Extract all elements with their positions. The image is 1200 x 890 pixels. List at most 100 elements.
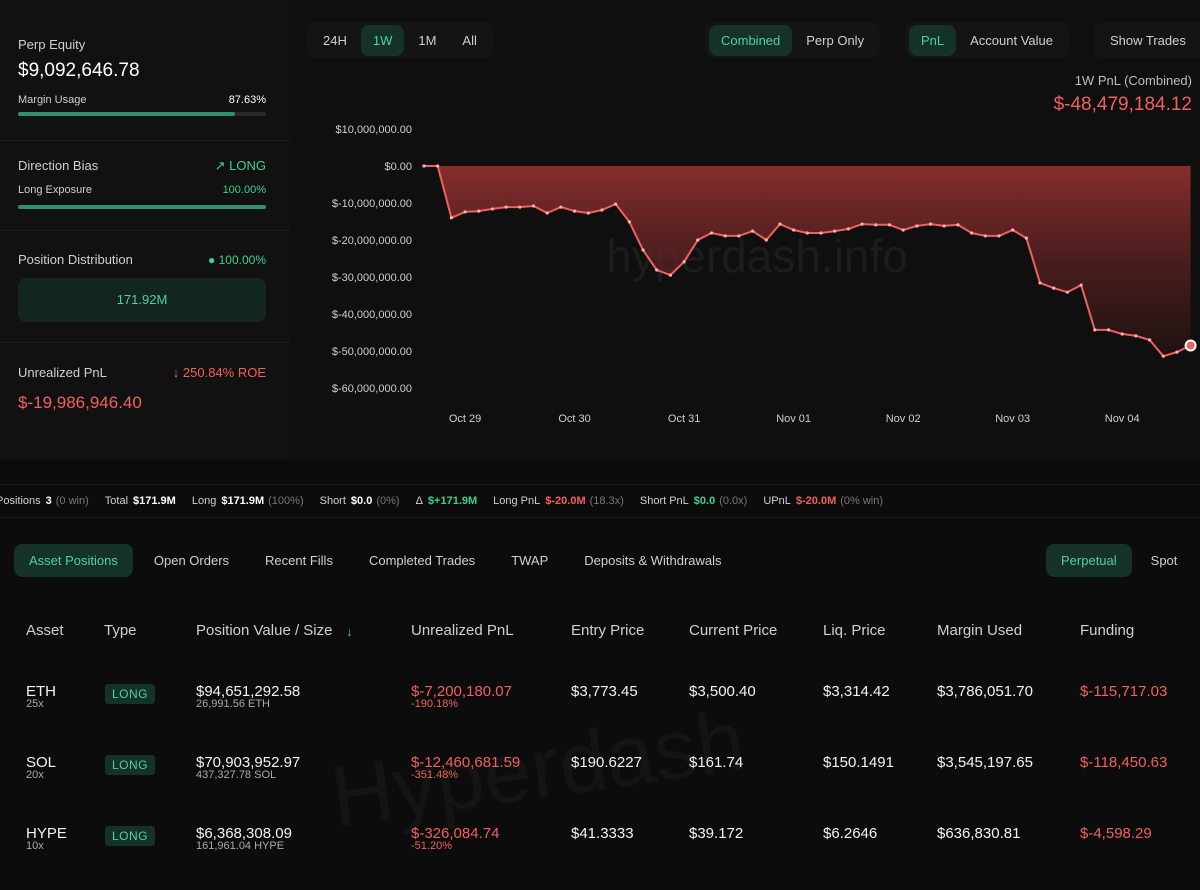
pnl-point	[531, 204, 536, 208]
summary-item: Long $171.9M (100%)	[192, 495, 304, 507]
position-distribution-share: ● 100.00%	[208, 253, 266, 267]
time-range-group: 24H 1W 1M All	[307, 22, 493, 58]
pnl-point	[655, 268, 659, 272]
pnl-point	[436, 164, 440, 168]
x-tick-label: Nov 01	[776, 413, 811, 425]
y-tick-label: $-40,000,000.00	[332, 309, 412, 321]
pnl-point	[928, 222, 933, 226]
pnl-point	[463, 210, 467, 214]
btn-button[interactable]: 24H	[323, 32, 347, 48]
summary-value: 3	[45, 495, 52, 507]
entry-price: $190.6227	[571, 754, 642, 771]
btn-button[interactable]: PnL	[909, 24, 957, 56]
roe-value: 250.84% ROE	[182, 365, 266, 380]
direction-bias-value: LONG	[229, 158, 266, 173]
current-point	[1184, 339, 1197, 352]
asset: SOL	[26, 754, 57, 771]
btn-button[interactable]: Perp Only	[806, 32, 865, 48]
tab-button[interactable]: Completed Trades	[368, 552, 476, 568]
summary-label: Long	[191, 495, 217, 507]
position-size: 161,961.04 HYPE	[196, 840, 285, 852]
tab-button[interactable]: Open Orders	[153, 552, 230, 568]
summary-strip: Positions 3 (0 win) Total $171.9M Long $171.9M…	[0, 484, 1200, 518]
pnl-point	[572, 209, 577, 213]
summary-label: Δ	[415, 495, 423, 507]
show-trades-button[interactable]: Show Trades	[1110, 32, 1186, 48]
asset: HYPE	[26, 825, 67, 842]
summary-item: Positions 3 (0 win)	[0, 495, 89, 507]
y-tick-label: $-10,000,000.00	[332, 198, 412, 210]
position-value: $6,368,308.09	[196, 825, 292, 842]
perp-equity-value: $9,092,646.78	[18, 60, 140, 81]
summary-note: (100%)	[268, 495, 304, 507]
tab-button[interactable]: Deposits & Withdrawals	[584, 552, 722, 568]
tab-button[interactable]: Asset Positions	[14, 543, 133, 577]
positions-table: Hyperdash Asset Type Position Value / Size…	[0, 600, 1200, 890]
pnl-point	[792, 228, 796, 232]
pnl-point	[696, 238, 700, 242]
funding: $-115,717.03	[1080, 683, 1168, 700]
pnl-point	[874, 223, 878, 227]
pnl-point	[983, 234, 987, 238]
y-tick-label: $-30,000,000.00	[332, 272, 412, 284]
summary-item: Long PnL $-20.0M (18.3x)	[493, 495, 624, 507]
pnl-point	[449, 216, 453, 220]
pnl-point	[819, 231, 823, 235]
tab-button[interactable]: Spot	[1150, 552, 1178, 568]
tab-button[interactable]: Perpetual	[1046, 543, 1132, 577]
pnl-point	[600, 208, 604, 212]
summary-label: Positions	[0, 495, 41, 507]
pnl-point	[1038, 281, 1042, 285]
pnl-point	[641, 248, 645, 252]
column-header: Unrealized PnL	[411, 622, 514, 639]
position-distribution-label: Position Distribution	[18, 252, 133, 267]
liq-price: $3,314.42	[823, 683, 890, 700]
leverage: 25x	[26, 698, 44, 710]
position-size: 437,327.78 SOL	[196, 769, 277, 781]
pnl-point	[833, 229, 837, 233]
summary-note: (0% win)	[840, 495, 884, 507]
pnl-point	[997, 234, 1001, 238]
account-panel: Perp Equity $9,092,646.78 Margin Usage 8…	[0, 0, 290, 460]
leverage: 10x	[26, 840, 44, 852]
direction-bias-label: Direction Bias	[18, 158, 99, 173]
pnl-point	[805, 231, 809, 235]
pnl-point	[1175, 350, 1179, 354]
tab-button[interactable]: TWAP	[511, 552, 549, 568]
separator	[0, 140, 290, 141]
pnl-chart: hyperdash.info 1W PnL (Combined) $-48,47…	[332, 73, 1197, 425]
summary-value: $0.0	[693, 495, 716, 507]
pnl-point	[1052, 286, 1056, 290]
column-header: Funding	[1080, 622, 1135, 639]
pnl-point	[477, 209, 481, 213]
pnl-point	[1079, 283, 1083, 287]
chart-total: $-48,479,184.12	[1054, 94, 1192, 115]
separator	[0, 342, 290, 343]
summary-value: $171.9M	[133, 495, 176, 507]
funding: $-4,598.29	[1080, 825, 1152, 842]
btn-button[interactable]: Combined	[709, 24, 793, 56]
btn-button[interactable]: 1W	[360, 24, 405, 56]
long-exposure-track	[18, 205, 266, 209]
pnl-point	[559, 205, 563, 209]
unrealized-pnl: $-326,084.74	[411, 825, 500, 842]
tab-button[interactable]: Recent Fills	[265, 552, 333, 568]
btn-button[interactable]: All	[462, 32, 477, 48]
column-header: Entry Price	[571, 622, 645, 639]
column-header: Margin Used	[937, 622, 1023, 639]
pnl-point	[490, 207, 495, 211]
pnl-point	[668, 273, 673, 277]
distribution-track: 171.92M	[18, 278, 266, 322]
tabs: Asset Positions Open Orders Recent Fills Co…	[14, 542, 737, 578]
x-tick-label: Oct 31	[668, 413, 700, 425]
column-header: Type	[104, 622, 137, 639]
distribution-bar	[18, 278, 266, 322]
pnl-point	[723, 234, 727, 238]
liq-price: $6.2646	[823, 825, 878, 842]
btn-button[interactable]: Account Value	[970, 32, 1054, 48]
pnl-point	[1161, 354, 1165, 358]
summary-item: Short PnL $0.0 (0.0x)	[640, 495, 747, 507]
summary-note: (0.0x)	[719, 495, 748, 507]
summary-note: (18.3x)	[589, 495, 624, 507]
btn-button[interactable]: 1M	[418, 32, 437, 48]
